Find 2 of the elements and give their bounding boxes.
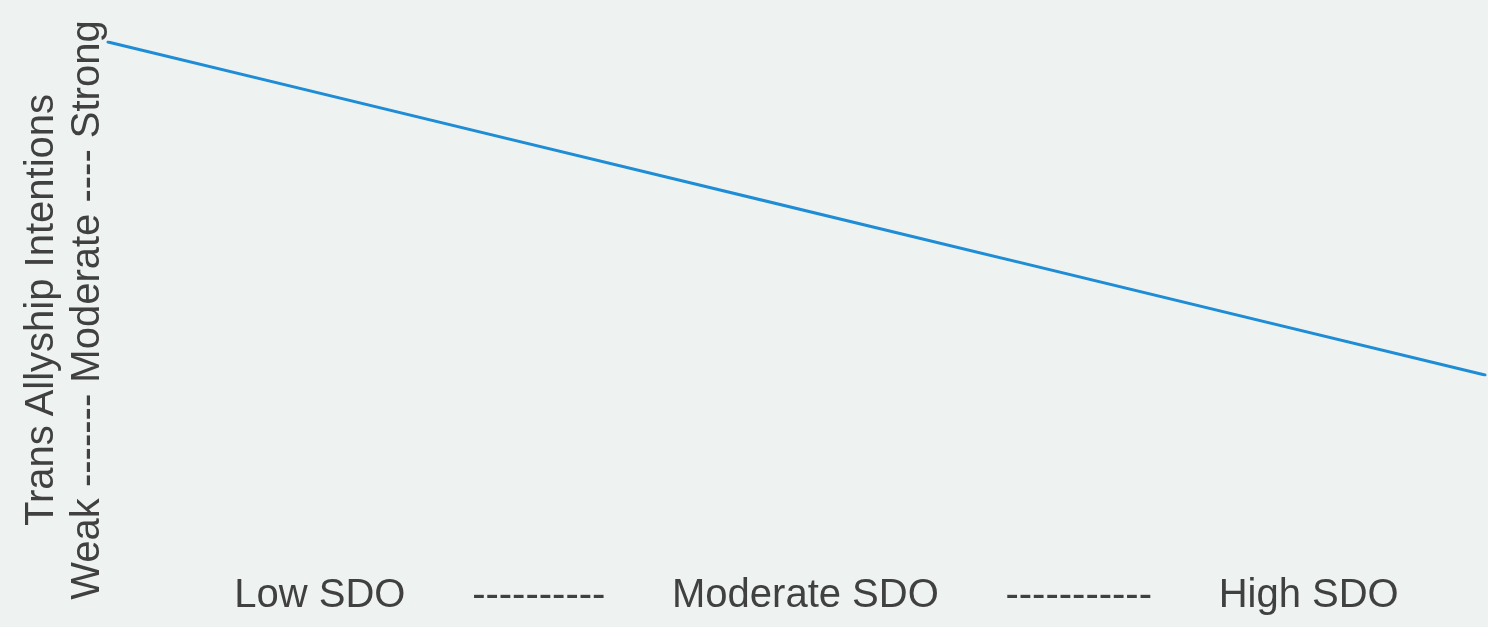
y-axis-title: Trans Allyship Intentions Weak ------- Moderate ---- Strong (17, 20, 107, 600)
x-axis-title: Low SDO ---------- Moderate SDO ----------- High SDO (234, 570, 1399, 615)
